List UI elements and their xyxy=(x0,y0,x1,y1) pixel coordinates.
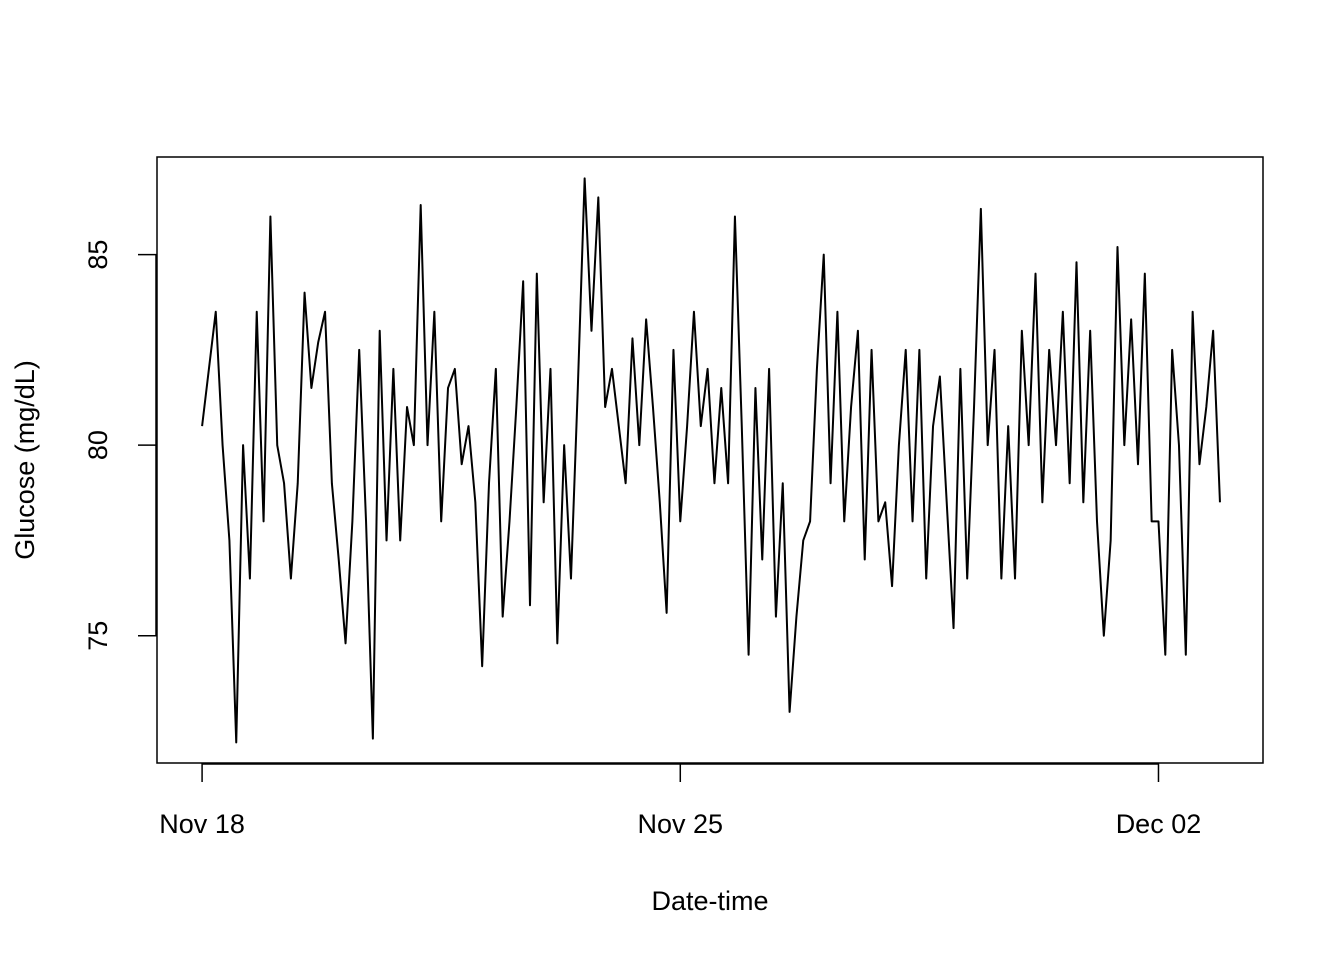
series-line xyxy=(201,177,1221,744)
x-tick-label: Nov 25 xyxy=(638,809,724,839)
y-axis-label: Glucose (mg/dL) xyxy=(10,360,40,560)
x-axis-label: Date-time xyxy=(651,886,768,916)
y-tick-label: 75 xyxy=(83,621,113,651)
y-tick-label: 85 xyxy=(83,240,113,270)
plot-frame xyxy=(156,156,1264,764)
x-tick-label: Nov 18 xyxy=(159,809,245,839)
y-tick-label: 80 xyxy=(83,430,113,460)
x-tick-label: Dec 02 xyxy=(1116,809,1202,839)
